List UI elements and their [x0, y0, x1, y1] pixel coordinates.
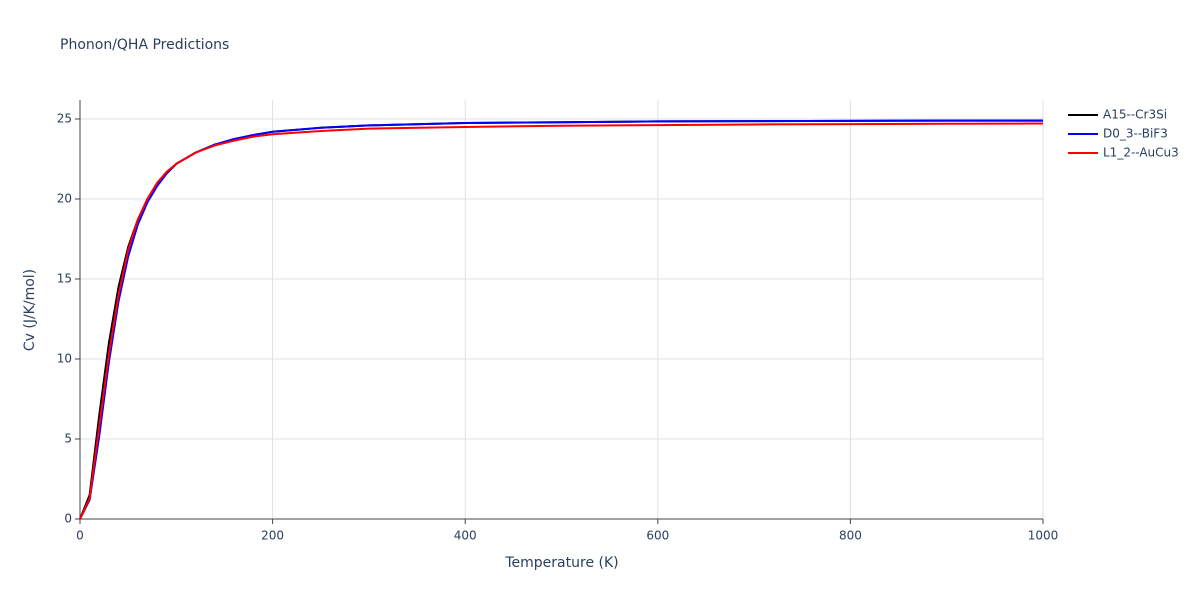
chart-title: Phonon/QHA Predictions — [60, 37, 229, 53]
legend-label: A15--Cr3Si — [1103, 108, 1167, 122]
y-axis-label: Cv (J/K/mol) — [22, 269, 38, 351]
series-line — [79, 122, 1044, 520]
x-tick-label: 400 — [454, 529, 477, 543]
y-tick-label: 25 — [57, 112, 72, 126]
x-tick-label: 800 — [839, 529, 862, 543]
legend-label: L1_2--AuCu3 — [1103, 146, 1179, 160]
x-tick-label: 200 — [261, 529, 284, 543]
y-tick-label: 5 — [64, 432, 72, 446]
y-tick-label: 0 — [64, 512, 72, 526]
legend-label: D0_3--BiF3 — [1103, 127, 1168, 141]
y-tick-label: 15 — [57, 272, 72, 286]
x-tick-label: 1000 — [1028, 529, 1059, 543]
x-tick-label: 600 — [646, 529, 669, 543]
y-tick-label: 20 — [57, 192, 72, 206]
series-line — [79, 119, 1043, 520]
y-tick-label: 10 — [57, 352, 72, 366]
series-line — [79, 119, 1043, 520]
x-tick-label: 0 — [76, 529, 84, 543]
x-axis-label: Temperature (K) — [504, 555, 618, 571]
